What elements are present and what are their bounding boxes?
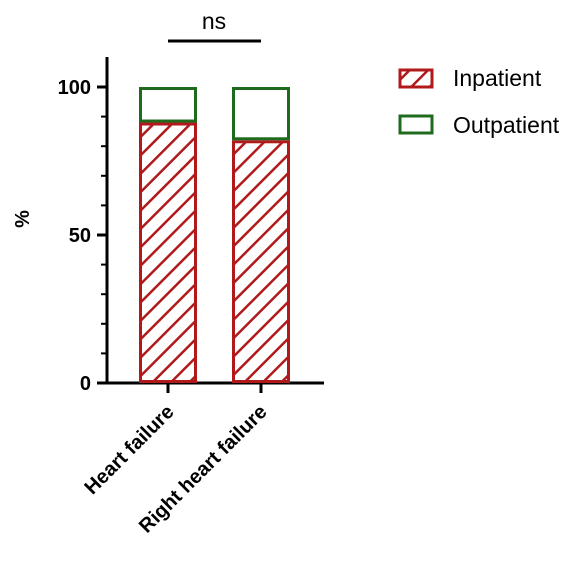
bar-outpatient-2 bbox=[232, 87, 290, 141]
legend-swatch-inpatient bbox=[398, 68, 434, 89]
y-tick-label-0: 0 bbox=[80, 373, 91, 395]
x-tick-label-1: Heart failure bbox=[80, 401, 178, 499]
y-tick-label-50: 50 bbox=[69, 225, 91, 247]
legend-label-inpatient: Inpatient bbox=[453, 65, 542, 91]
bar-inpatient-1 bbox=[139, 122, 197, 384]
bar-inpatient-2 bbox=[232, 140, 290, 383]
legend-label-outpatient: Outpatient bbox=[453, 112, 560, 138]
bar-outpatient-1 bbox=[139, 87, 197, 123]
legend-swatch-outpatient bbox=[398, 114, 434, 135]
significance-label: ns bbox=[202, 8, 226, 34]
legend: Inpatient Outpatient bbox=[398, 65, 560, 138]
bar-group bbox=[139, 87, 290, 384]
y-tick-label-100: 100 bbox=[58, 77, 91, 99]
y-axis-title: % bbox=[12, 210, 34, 228]
y-axis-ticks: 0 50 100 bbox=[58, 77, 107, 395]
